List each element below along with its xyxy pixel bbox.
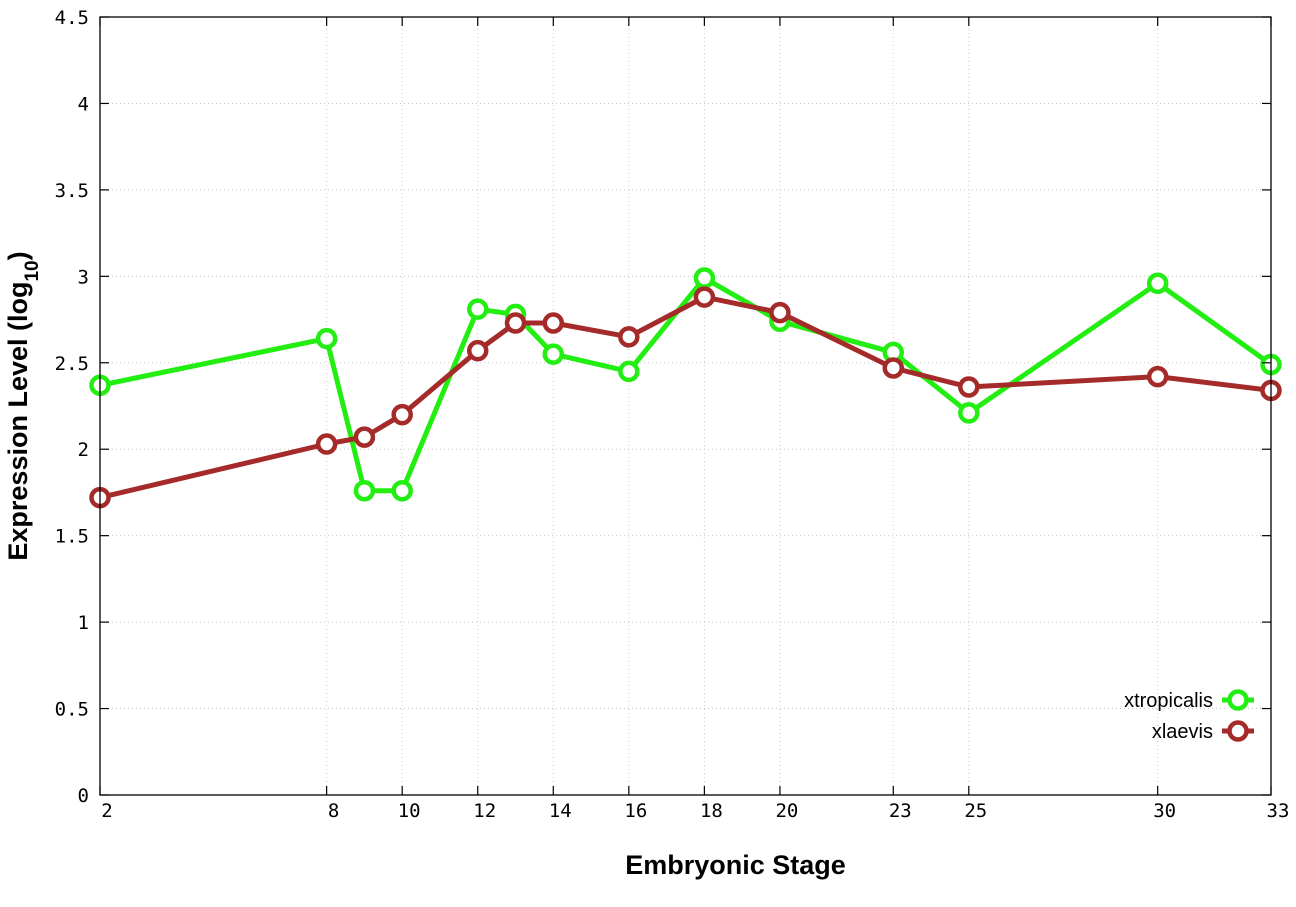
x-tick-label: 23 xyxy=(889,800,912,822)
data-point-xtropicalis xyxy=(1146,272,1169,294)
data-point-xtropicalis xyxy=(391,479,413,502)
data-point-xlaevis xyxy=(618,326,640,348)
y-tick-label: 4.5 xyxy=(55,7,89,29)
data-point-xlaevis xyxy=(882,357,905,379)
legend: xtropicalis xlaevis xyxy=(1124,689,1254,743)
data-point-xlaevis xyxy=(504,312,527,334)
series-xtropicalis xyxy=(89,267,1282,502)
data-point-xtropicalis xyxy=(693,267,716,289)
x-tick-label: 25 xyxy=(964,800,987,822)
data-point-xlaevis xyxy=(693,286,716,308)
series-layer xyxy=(89,267,1282,509)
y-tick-label: 3.5 xyxy=(55,180,89,202)
data-point-xtropicalis xyxy=(315,327,338,350)
data-point-xtropicalis xyxy=(618,360,640,383)
y-axis-title-close: ) xyxy=(3,251,33,260)
legend-swatch-marker xyxy=(1227,689,1249,711)
y-axis-title-subscript: 10 xyxy=(22,260,43,281)
x-tick-label: 20 xyxy=(775,800,798,822)
data-point-xlaevis xyxy=(391,403,413,426)
legend-label: xlaevis xyxy=(1152,721,1213,743)
data-point-xlaevis xyxy=(958,376,980,398)
x-tick-label: 12 xyxy=(473,800,496,822)
series-line-xtropicalis xyxy=(99,275,1273,494)
data-point-xtropicalis xyxy=(353,479,376,502)
y-axis-title: Expression Level (log10) xyxy=(3,251,43,560)
y-tick-label: 3 xyxy=(78,266,89,288)
x-axis-title: Embryonic Stage xyxy=(625,850,846,880)
data-point-xlaevis xyxy=(1146,365,1169,388)
x-tick-label: 16 xyxy=(624,800,647,822)
data-point-xlaevis xyxy=(315,433,338,455)
x-tick-label: 18 xyxy=(700,800,723,822)
y-tick-label: 4 xyxy=(78,93,89,115)
y-tick-label: 0.5 xyxy=(55,699,89,721)
x-tick-label: 33 xyxy=(1267,800,1290,822)
data-point-xtropicalis xyxy=(958,402,980,424)
data-point-xtropicalis xyxy=(466,298,489,320)
x-tick-label: 2 xyxy=(101,800,112,822)
y-tick-label: 2.5 xyxy=(55,353,89,375)
x-tick-label: 30 xyxy=(1153,800,1176,822)
x-tick-label: 10 xyxy=(398,800,421,822)
grid xyxy=(100,17,1271,795)
data-point-xlaevis xyxy=(542,312,565,334)
axes: 0 0.5 1 1.5 2 2.5 3 3.5 4 4.5 2 8 10 12 14 16 18 20 23 25 30… xyxy=(55,7,1290,822)
y-tick-label: 0 xyxy=(78,785,89,807)
x-tick-label: 14 xyxy=(549,800,572,822)
y-tick-label: 1.5 xyxy=(55,526,89,548)
x-tick-label: 8 xyxy=(328,800,339,822)
legend-label: xtropicalis xyxy=(1124,690,1213,712)
data-point-xlaevis xyxy=(353,426,376,448)
y-tick-label: 2 xyxy=(78,439,89,461)
data-point-xlaevis xyxy=(769,301,791,324)
legend-swatch-marker xyxy=(1227,720,1249,742)
data-point-xtropicalis xyxy=(542,343,565,365)
plot-frame xyxy=(99,16,1272,796)
data-point-xlaevis xyxy=(466,339,489,362)
y-axis-title-main: Expression Level (log xyxy=(3,282,33,561)
y-tick-label: 1 xyxy=(78,612,89,634)
